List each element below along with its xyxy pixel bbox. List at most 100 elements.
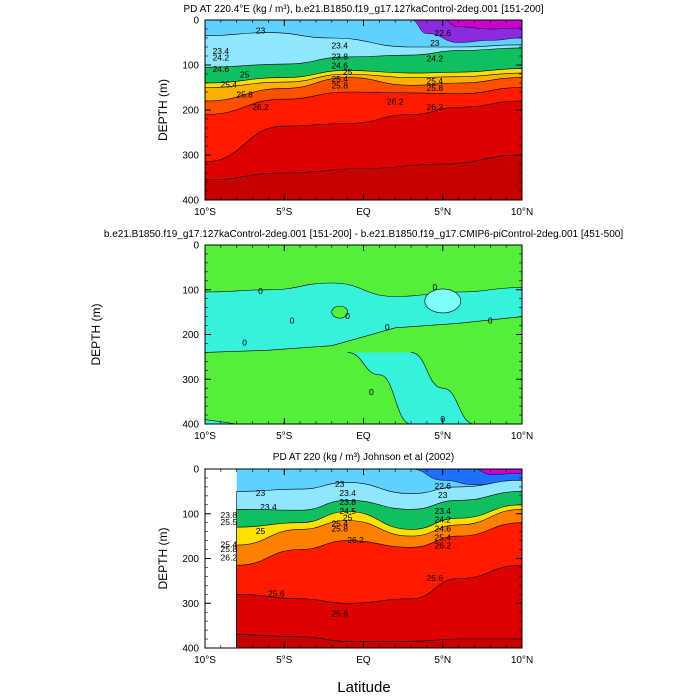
y-tick-label: 300 bbox=[182, 599, 199, 610]
contour-label: 23.4 bbox=[339, 488, 356, 498]
panel-title: PD AT 220.4°E (kg / m³), b.e21.B1850.f19… bbox=[184, 4, 544, 15]
panel1-magenta-region bbox=[442, 19, 523, 30]
y-axis-label: DEPTH (m) bbox=[156, 79, 170, 141]
contour-label: 23 bbox=[256, 488, 266, 498]
contour-label: 25.6 bbox=[268, 589, 285, 599]
x-tick-label: 10°N bbox=[511, 431, 533, 442]
contour-label: 26.2 bbox=[427, 102, 444, 112]
panel3-isopycnal-band bbox=[236, 564, 523, 649]
y-tick-label: 400 bbox=[182, 420, 199, 431]
y-tick-label: 200 bbox=[182, 106, 199, 117]
panel-title: PD AT 220 (kg / m³) Johnson et al (2002) bbox=[273, 452, 454, 463]
contour-label: 0 bbox=[488, 315, 493, 325]
contour-label: 24.6 bbox=[434, 524, 451, 534]
contour-label: 23.8 bbox=[339, 497, 356, 507]
y-axis-label: DEPTH (m) bbox=[89, 304, 103, 366]
panel3-magenta-region bbox=[474, 468, 523, 475]
x-tick-label: EQ bbox=[356, 431, 371, 442]
contour-label: 24.2 bbox=[213, 53, 230, 63]
y-tick-label: 200 bbox=[182, 330, 199, 341]
contour-label: 23.4 bbox=[434, 506, 451, 516]
contour-label: 25 bbox=[256, 526, 266, 536]
contour-label: 25.5 bbox=[221, 517, 238, 527]
x-tick-label: 10°N bbox=[511, 207, 533, 218]
contour-label: 25.4 bbox=[434, 533, 451, 543]
contour-label: 25.8 bbox=[236, 89, 253, 99]
y-tick-label: 100 bbox=[182, 509, 199, 520]
x-tick-label: 10°S bbox=[194, 655, 216, 666]
contour-label: 22.6 bbox=[434, 481, 451, 491]
contour-label: 0 bbox=[432, 282, 437, 292]
x-tick-label: 5°S bbox=[276, 207, 293, 218]
y-axis-label: DEPTH (m) bbox=[156, 528, 170, 590]
contour-label: 0 bbox=[258, 286, 263, 296]
contour-label: 25.6 bbox=[331, 609, 348, 619]
y-tick-label: 100 bbox=[182, 285, 199, 296]
x-tick-label: EQ bbox=[356, 207, 371, 218]
contour-label: 25.4 bbox=[331, 74, 348, 84]
contour-label: 26.2 bbox=[221, 553, 238, 563]
contour-label: 24.6 bbox=[331, 61, 348, 71]
y-tick-label: 0 bbox=[193, 465, 199, 476]
panel3-isopycnal-band bbox=[236, 634, 523, 649]
x-tick-label: 5°N bbox=[434, 431, 451, 442]
contour-label: 26.2 bbox=[347, 535, 364, 545]
x-tick-label: EQ bbox=[356, 655, 371, 666]
panel2-negative-cell bbox=[424, 288, 462, 314]
contour-label: 23 bbox=[335, 479, 345, 489]
contour-label: 22.6 bbox=[434, 28, 451, 38]
contour-label: 26.2 bbox=[434, 541, 451, 551]
panel-title: b.e21.B1850.f19_g17.127kaControl-2deg.00… bbox=[104, 229, 623, 240]
y-tick-label: 300 bbox=[182, 375, 199, 386]
contour-label: 25.8 bbox=[427, 83, 444, 93]
contour-label: 23 bbox=[256, 26, 266, 36]
x-tick-label: 5°N bbox=[434, 655, 451, 666]
contour-label: 25.4 bbox=[427, 76, 444, 86]
y-tick-label: 0 bbox=[193, 241, 199, 252]
contour-label: 26.2 bbox=[387, 97, 404, 107]
contour-label: 25.4 bbox=[221, 539, 238, 549]
contour-label: 23 bbox=[438, 490, 448, 500]
y-tick-label: 300 bbox=[182, 151, 199, 162]
contour-label: 25.4 bbox=[221, 80, 238, 90]
contour-label: 0 bbox=[345, 311, 350, 321]
contour-label: 25 bbox=[343, 67, 353, 77]
x-tick-label: 10°S bbox=[194, 431, 216, 442]
x-tick-label: 10°N bbox=[511, 655, 533, 666]
contour-label: 0 bbox=[369, 387, 374, 397]
contour-label: 23.4 bbox=[331, 40, 348, 50]
contour-label: 0 bbox=[385, 322, 390, 332]
y-tick-label: 400 bbox=[182, 644, 199, 655]
x-tick-label: 5°N bbox=[434, 207, 451, 218]
y-tick-label: 400 bbox=[182, 196, 199, 207]
contour-label: 25.8 bbox=[221, 544, 238, 554]
contour-label: 25 bbox=[343, 512, 353, 522]
x-tick-label: 5°S bbox=[276, 655, 293, 666]
contour-label: 23.8 bbox=[331, 52, 348, 62]
contour-label: 23.4 bbox=[260, 502, 277, 512]
x-tick-label: 5°S bbox=[276, 431, 293, 442]
panel1-deep-band bbox=[204, 154, 523, 201]
contour-label: 24.2 bbox=[427, 53, 444, 63]
contour-label: 25.4 bbox=[331, 518, 348, 528]
panel2-positive-cell bbox=[331, 305, 349, 319]
contour-label: 24.2 bbox=[434, 515, 451, 525]
y-tick-label: 100 bbox=[182, 61, 199, 72]
x-tick-label: 10°S bbox=[194, 207, 216, 218]
contour-label: 25.8 bbox=[331, 80, 348, 90]
contour-label: 23 bbox=[430, 38, 440, 48]
contour-label: 0 bbox=[242, 338, 247, 348]
contour-label: 26.2 bbox=[252, 102, 269, 112]
contour-label: 25.8 bbox=[331, 524, 348, 534]
y-tick-label: 200 bbox=[182, 554, 199, 565]
contour-label: 0 bbox=[290, 315, 295, 325]
contour-label: 24.6 bbox=[213, 64, 230, 74]
contour-label: 25 bbox=[240, 70, 250, 80]
contour-label: 24.5 bbox=[339, 506, 356, 516]
contour-label: 23.8 bbox=[221, 510, 238, 520]
contour-label: 25.6 bbox=[427, 573, 444, 583]
contour-label: 23.4 bbox=[213, 46, 230, 56]
x-axis-label: Latitude bbox=[337, 679, 390, 696]
y-tick-label: 0 bbox=[193, 16, 199, 27]
